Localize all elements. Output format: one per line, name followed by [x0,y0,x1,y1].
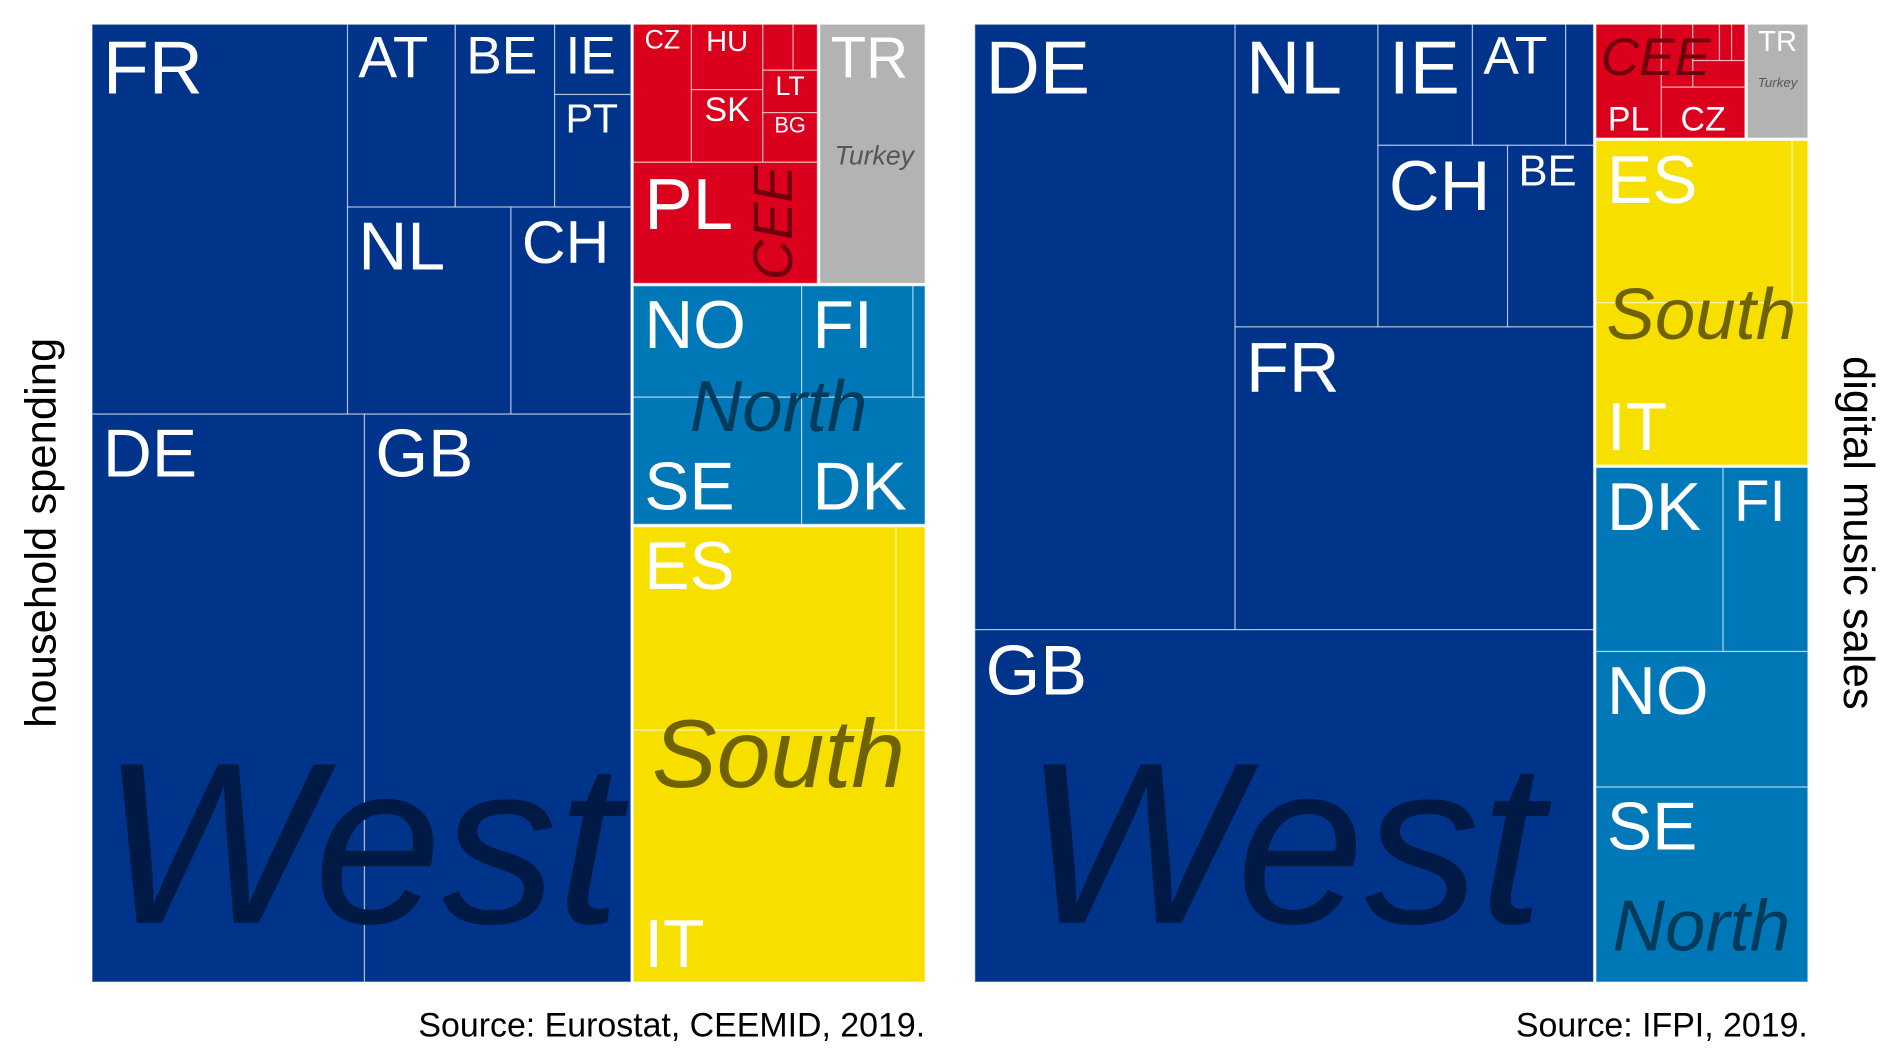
cell-label-bg: BG [774,113,805,138]
treemap-cell-pl [632,161,818,284]
group-label-south: South [1606,274,1796,355]
cell-label-sk: SK [705,91,751,129]
cell-label-no: NO [644,288,746,363]
cell-label-ch: CH [522,208,609,276]
cell-label-ch: CH [1389,146,1490,225]
cell-label-it: IT [644,907,704,982]
cell-label-nl: NL [358,209,445,284]
treemap-cell-unlabeled [895,526,926,731]
cell-label-cz: CZ [645,25,680,55]
treemap-cell-no [1595,650,1809,788]
treemap-cell-bg [762,112,818,163]
cell-label-gb: GB [375,417,473,492]
cell-label-ie: IE [565,26,615,85]
treemap-cell-pt [553,93,632,208]
treemap-cell-be [454,23,556,208]
cell-label-se: SE [1607,789,1697,864]
cell-label-tr: TR [831,26,908,91]
group-label-turkey: Turkey [835,141,916,171]
treemap-cell-gb [363,413,632,983]
left-source: Source: Eurostat, CEEMID, 2019. [418,1007,925,1045]
cell-label-dk: DK [813,449,907,524]
treemap-cell-ie [553,23,632,96]
treemap-cell-unlabeled [762,23,794,71]
treemap-cell-de [91,413,366,983]
treemap-cell-se [1595,786,1809,983]
treemap-cell-tr [1746,23,1809,139]
cell-label-de: DE [986,25,1090,109]
treemap-cell-fr [91,23,349,415]
treemap-cell-tr [819,23,926,284]
treemap-cell-gb [974,629,1595,983]
cell-label-es: ES [644,529,734,604]
group-label-south: South [652,699,905,808]
group-label-west: West [1024,715,1552,972]
treemap-cell-it [1595,302,1809,466]
cell-label-hu: HU [706,26,748,58]
treemap-cell-unlabeled [1730,23,1746,62]
treemap-cell-no [632,285,803,398]
treemap-cell-fr [1234,326,1595,631]
treemap-cell-dk [1595,466,1724,653]
cell-label-fi: FI [1734,469,1786,534]
treemap-cell-cz [632,23,693,163]
cell-label-fr: FR [1246,328,1340,407]
cell-label-no: NO [1607,654,1709,729]
cell-label-pl: PL [1608,101,1649,139]
treemap-cell-sk [690,89,764,163]
cell-label-pl: PL [644,164,733,245]
group-label-cee: CEE [742,165,804,280]
cell-label-it: IT [1607,390,1667,465]
treemap-cell-dk [801,396,926,525]
cell-label-at: AT [1483,26,1547,85]
group-label-west: West [101,715,629,972]
treemap-cell-unlabeled [912,285,926,398]
treemap-cell-unlabeled [1718,23,1733,62]
right-source: Source: IFPI, 2019. [1516,1007,1808,1045]
treemap-cell-de [974,23,1236,631]
group-label-north: North [690,366,868,447]
cell-label-pt: PT [565,95,618,141]
cell-label-gb: GB [986,630,1087,709]
cell-label-fr: FR [103,25,203,109]
treemap-cell-at [346,23,456,208]
cell-label-fi: FI [813,288,873,363]
right-ylabel: digital music sales [1834,356,1882,710]
cell-label-es: ES [1607,143,1697,218]
treemap-cell-ch [1377,144,1509,328]
treemap-cell-cz [1660,86,1746,139]
cell-label-be: BE [466,26,537,85]
treemap-cell-pl [1595,23,1662,139]
treemap-cell-nl [346,206,512,415]
cell-label-nl: NL [1246,25,1342,109]
treemap-cell-ie [1377,23,1474,146]
treemap-cell-es [632,526,897,731]
treemap-cell-be [1506,144,1595,328]
cell-label-cz: CZ [1681,101,1726,139]
cell-label-de: DE [103,417,197,492]
cell-label-ie: IE [1389,25,1460,109]
group-label-cee: CEE [1601,28,1712,87]
cell-label-tr: TR [1758,26,1797,58]
cell-label-se: SE [644,449,734,524]
treemap-cell-es [1595,139,1793,304]
cell-label-at: AT [358,26,428,91]
treemap-cell-unlabeled [1565,23,1595,146]
treemap-cell-se [632,396,803,525]
cell-label-dk: DK [1607,470,1701,545]
treemap-cell-fi [801,285,914,398]
treemap-cell-fi [1722,466,1809,653]
group-label-turkey: Turkey [1758,75,1799,90]
group-label-north: North [1612,886,1790,967]
cell-label-lt: LT [776,71,805,101]
left-ylabel: household spending [18,338,66,728]
treemap-cell-it [632,729,926,983]
treemap-cell-unlabeled [792,23,818,71]
cell-label-be: BE [1518,147,1576,195]
